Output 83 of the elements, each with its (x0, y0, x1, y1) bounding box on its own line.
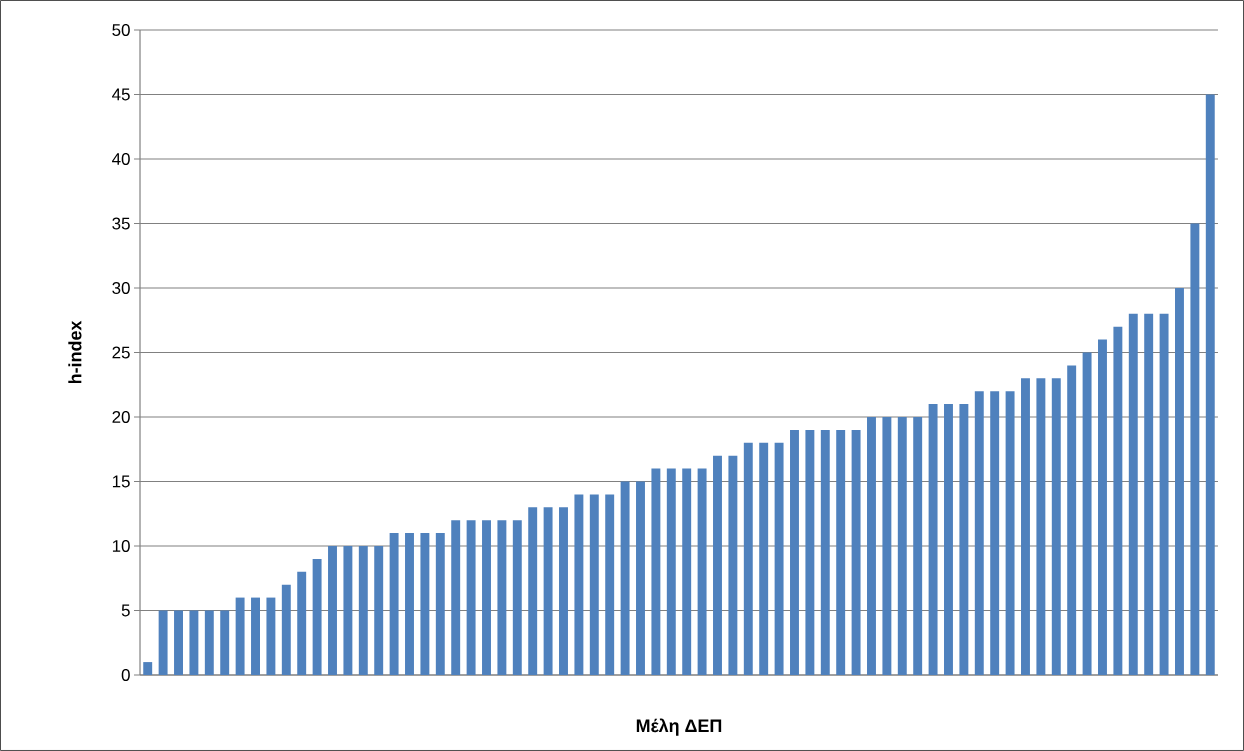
bar (974, 391, 984, 675)
bar (759, 442, 769, 675)
bar (528, 507, 538, 675)
bar (574, 494, 584, 675)
bar (651, 468, 661, 675)
bar (605, 494, 615, 675)
bar (389, 533, 399, 675)
bar (636, 481, 645, 675)
bar (620, 481, 630, 675)
bar (281, 584, 291, 675)
bar (512, 520, 522, 675)
y-tick-label: 0 (121, 668, 130, 681)
bar (1098, 339, 1107, 675)
bar (312, 558, 322, 675)
bar (836, 429, 846, 675)
bar (682, 468, 692, 675)
bar (466, 520, 476, 675)
bar (328, 545, 337, 675)
bar (497, 520, 507, 675)
bar (358, 545, 368, 675)
bar (1005, 391, 1015, 675)
bar (1175, 287, 1184, 675)
bar (1159, 313, 1169, 675)
bar (805, 429, 815, 675)
bar (728, 455, 738, 675)
y-tick-label: 5 (121, 604, 130, 617)
bar (959, 404, 969, 675)
y-tick-label: 45 (112, 88, 130, 101)
y-tick-label: 20 (112, 410, 130, 423)
bar (251, 597, 260, 675)
y-tick-label: 35 (112, 217, 130, 230)
y-tick-label: 30 (112, 281, 130, 294)
bar (790, 429, 799, 675)
bar (913, 416, 923, 675)
bar (867, 416, 876, 675)
x-axis-title: Μέλη ΔΕΠ (636, 718, 722, 736)
bar (374, 545, 384, 675)
bar (235, 597, 245, 675)
bar (1205, 94, 1215, 675)
bar (1036, 378, 1046, 675)
bar (1144, 313, 1154, 675)
y-tick-label: 25 (112, 346, 130, 359)
bar (1128, 313, 1138, 675)
y-axis-title: h-index (68, 320, 82, 384)
bar (1021, 378, 1030, 675)
bar (143, 662, 153, 675)
bar (420, 533, 430, 675)
bar (297, 571, 307, 675)
bar (589, 494, 599, 675)
y-tick-label: 15 (112, 475, 130, 488)
bar (266, 597, 276, 675)
bar (820, 429, 830, 675)
bar (204, 610, 214, 675)
bar (220, 610, 230, 675)
bar (174, 610, 183, 675)
bar (990, 391, 1000, 675)
bar (1190, 223, 1200, 675)
bar (1067, 365, 1077, 675)
bar (897, 416, 907, 675)
bar (697, 468, 707, 675)
bar (482, 520, 491, 675)
y-tick-label: 10 (112, 539, 130, 552)
bar (559, 507, 568, 675)
bar (882, 416, 892, 675)
bar (1113, 326, 1123, 675)
bar (189, 610, 199, 675)
bar (343, 545, 353, 675)
bar (158, 610, 168, 675)
bar (405, 533, 414, 675)
bar (543, 507, 553, 675)
bar (944, 404, 953, 675)
bar (1051, 378, 1061, 675)
bar (851, 429, 861, 675)
y-tick-label: 50 (112, 23, 130, 36)
bar (743, 442, 753, 675)
bar (713, 455, 722, 675)
bar (774, 442, 784, 675)
bar (666, 468, 676, 675)
bar (435, 533, 445, 675)
bar (1082, 352, 1092, 675)
y-tick-label: 40 (112, 152, 130, 165)
bar (451, 520, 461, 675)
bar (928, 404, 938, 675)
